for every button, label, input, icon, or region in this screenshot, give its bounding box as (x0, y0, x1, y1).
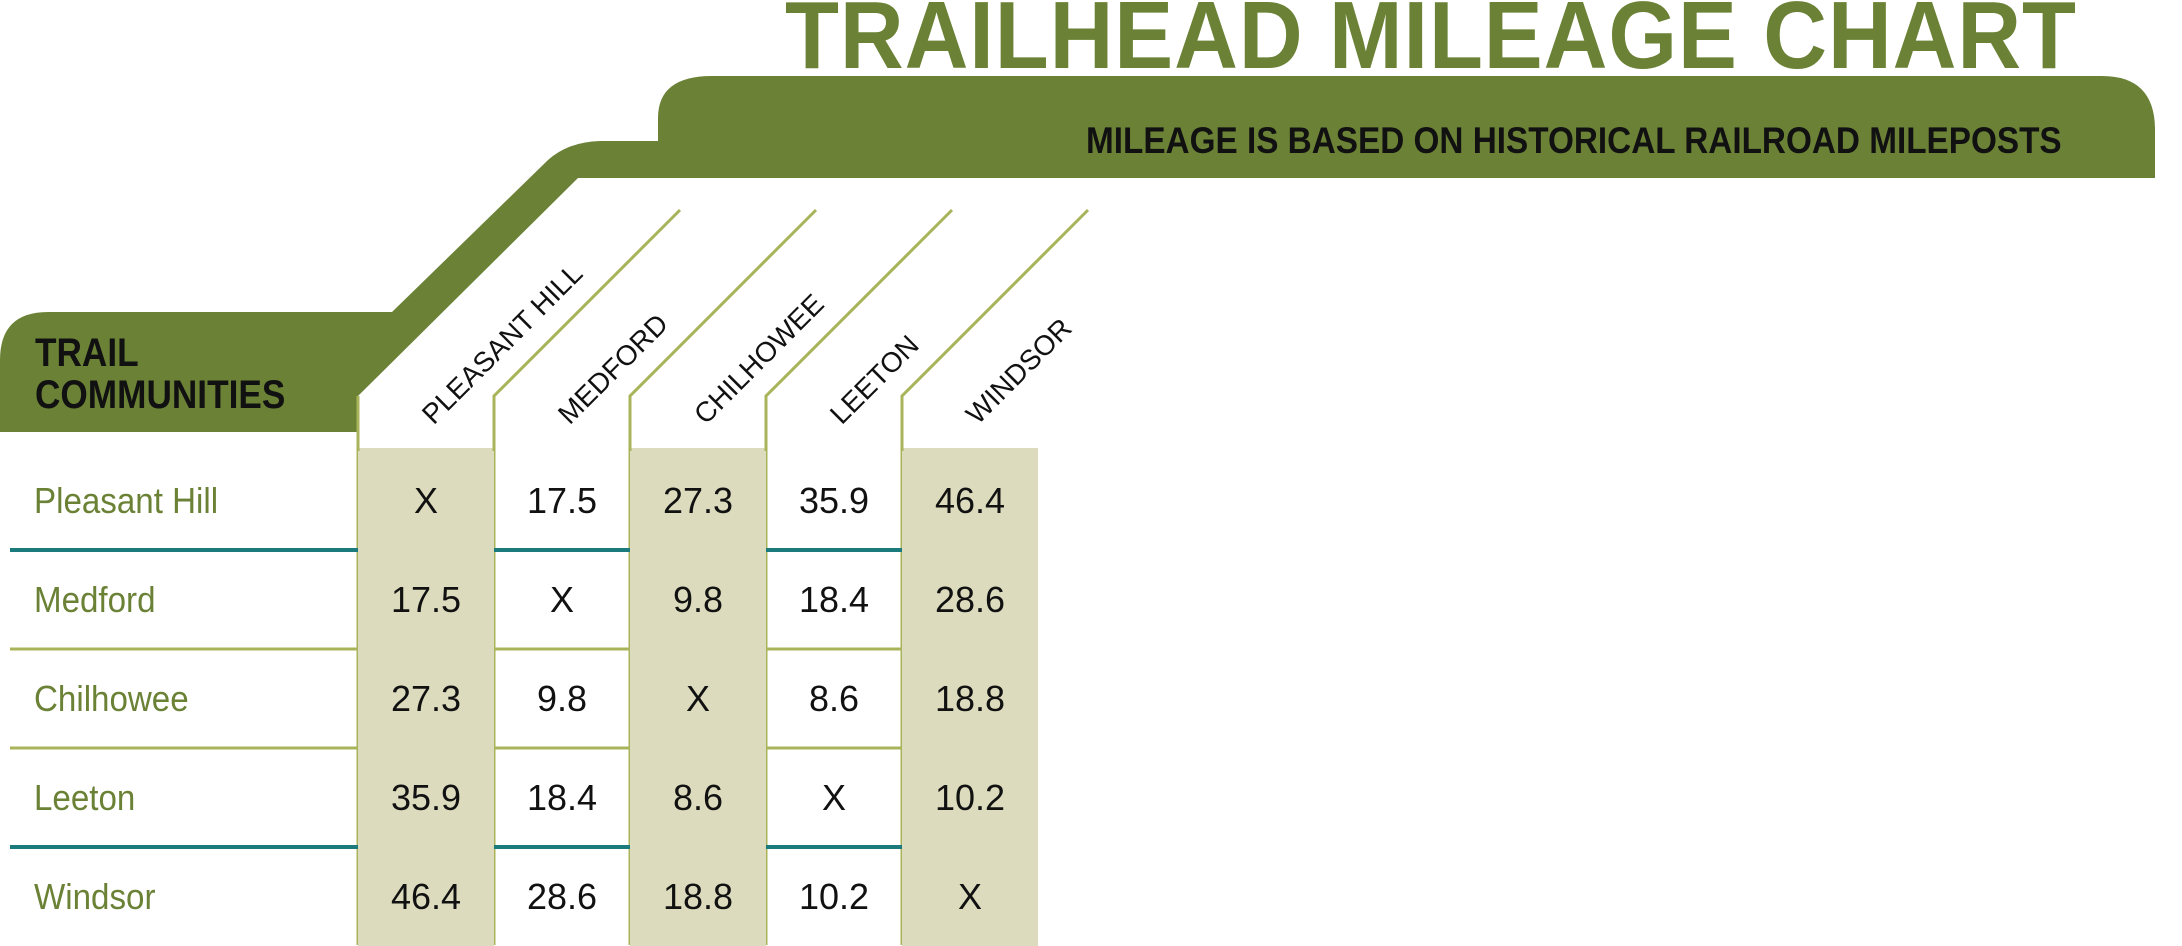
mileage-cell: 8.6 (630, 748, 766, 847)
column-divider (492, 208, 682, 945)
mileage-cell: X (630, 649, 766, 748)
mileage-cell: 18.4 (798, 579, 870, 620)
mileage-cell: 35.9 (798, 480, 870, 521)
mileage-cell: 9.8 (536, 678, 588, 719)
mileage-cell: 18.8 (630, 847, 766, 946)
chart-title: TRAILHEAD MILEAGE CHART (785, 0, 2077, 89)
header-banner (0, 76, 2155, 432)
mileage-cell: 9.8 (630, 550, 766, 649)
row-label: Medford (34, 579, 156, 620)
mileage-cell: X (821, 777, 846, 818)
mileage-cell: 10.2 (798, 876, 870, 917)
column-shade (630, 448, 766, 452)
row-label: Pleasant Hill (34, 480, 219, 521)
chart-subtitle: MILEAGE IS BASED ON HISTORICAL RAILROAD … (1086, 120, 2062, 161)
mileage-cell: 28.6 (902, 550, 1038, 649)
mileage-cell: 10.2 (902, 748, 1038, 847)
column-shade (902, 448, 1038, 452)
column-shade (358, 448, 494, 452)
mileage-cell: X (549, 579, 574, 620)
mileage-cell: 17.5 (358, 550, 494, 649)
mileage-cell: X (902, 847, 1038, 946)
mileage-cell: 46.4 (358, 847, 494, 946)
column-divider (764, 208, 954, 945)
mileage-cell: 18.4 (526, 777, 598, 818)
mileage-cell: 27.3 (630, 451, 766, 550)
mileage-cell: 18.8 (902, 649, 1038, 748)
row-label: Leeton (34, 777, 136, 818)
row-label: Windsor (34, 876, 156, 917)
mileage-cell: 28.6 (526, 876, 598, 917)
mileage-cell: X (358, 451, 494, 550)
row-label: Chilhowee (34, 678, 189, 719)
mileage-cell: 35.9 (358, 748, 494, 847)
mileage-cell: 8.6 (808, 678, 860, 719)
trail-communities-label: TRAIL COMMUNITIES (35, 331, 286, 417)
mileage-cell: 27.3 (358, 649, 494, 748)
mileage-cell: 46.4 (902, 451, 1038, 550)
mileage-cell: 17.5 (526, 480, 598, 521)
